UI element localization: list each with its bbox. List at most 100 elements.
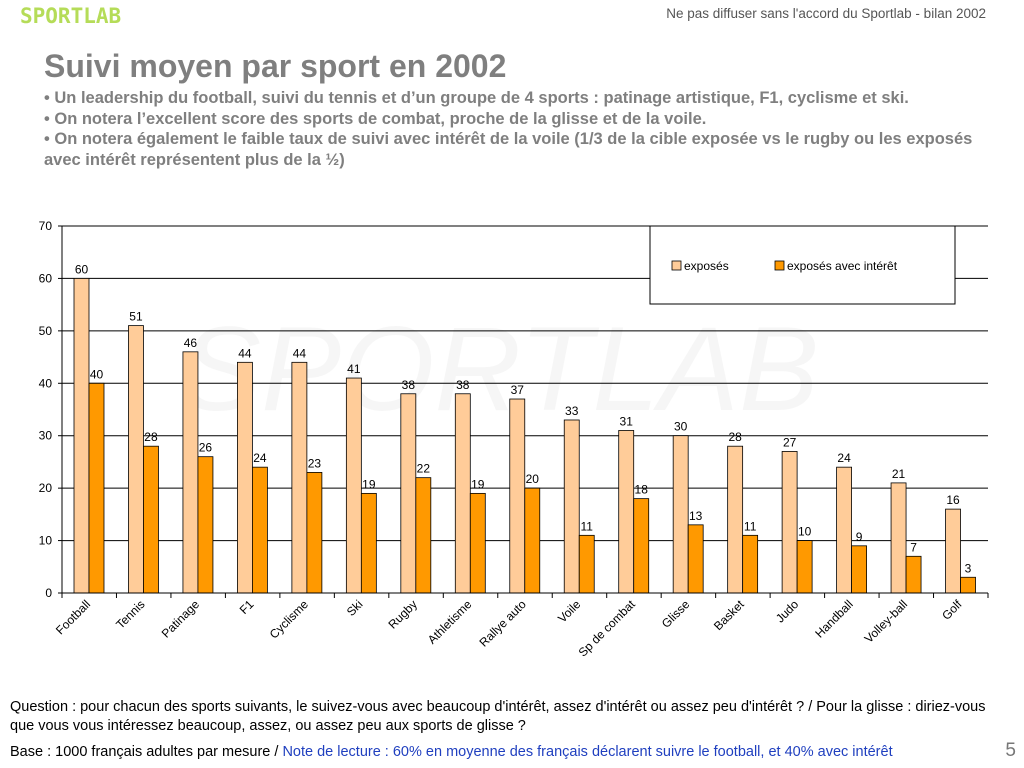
bar (345, 377, 362, 594)
bar (524, 487, 541, 594)
bullet-item: • On notera l’excellent score des sports… (44, 109, 707, 128)
data-label: 30 (674, 420, 688, 434)
data-label: 41 (347, 362, 361, 376)
data-label: 20 (526, 472, 540, 486)
data-label: 31 (620, 414, 634, 428)
x-tick-label: Ski (344, 597, 366, 619)
legend-box (649, 225, 956, 305)
sportlab-logo: SPORTLAB (20, 4, 122, 28)
bar (128, 325, 144, 594)
data-label: 11 (744, 519, 757, 533)
bar (509, 398, 526, 594)
data-label: 21 (892, 467, 906, 481)
bar (197, 456, 214, 594)
confidentiality-note: Ne pas diffuser sans l'accord du Sportla… (666, 6, 986, 21)
x-tick-label: Cyclisme (267, 597, 312, 642)
data-label: 9 (856, 530, 863, 544)
x-tick-label: Judo (773, 597, 802, 626)
data-label: 3 (965, 561, 972, 575)
bar (237, 361, 253, 594)
data-label: 11 (581, 519, 594, 533)
x-tick-label: Sp de combat (576, 597, 639, 660)
data-label: 60 (75, 262, 89, 276)
data-label: 37 (511, 383, 525, 397)
legend-label: exposés (684, 259, 729, 273)
x-tick-label: Basket (711, 597, 747, 633)
data-label: 19 (471, 477, 485, 491)
base-text: Base : 1000 français adultes par mesure … (10, 744, 893, 760)
data-label: 28 (144, 430, 158, 444)
y-tick-label: 40 (39, 376, 53, 390)
data-label: 24 (837, 451, 851, 465)
y-tick-label: 20 (39, 481, 53, 495)
x-tick-label: Handball (812, 597, 855, 640)
x-tick-label: F1 (237, 597, 257, 617)
bars (73, 278, 976, 594)
data-label: 23 (308, 456, 322, 470)
bullet-item: • Un leadership du football, suivi du te… (44, 89, 909, 107)
bar (796, 540, 813, 594)
bar (360, 492, 377, 594)
x-tick-label: Glisse (659, 597, 693, 631)
data-label: 19 (362, 477, 376, 491)
legend: exposés exposés avec intérêt (649, 225, 956, 305)
question-text: Question : pour chacun des sports suivan… (10, 699, 986, 734)
data-label: 10 (798, 525, 812, 539)
data-label: 33 (565, 404, 579, 418)
bar (960, 576, 976, 594)
y-tick-label: 50 (39, 324, 53, 338)
data-labels: 6040512846264424442341193822381937203311… (75, 262, 972, 575)
y-tick-label: 0 (45, 586, 52, 600)
x-tick-label: Voile (555, 597, 584, 626)
data-label: 13 (689, 509, 703, 523)
data-label: 27 (783, 435, 797, 449)
legend-swatch (671, 260, 682, 271)
bar (851, 545, 867, 594)
bar (454, 393, 471, 594)
bar (415, 477, 432, 594)
watermark-text: SPORTLAB (181, 302, 819, 436)
y-tick-label: 10 (39, 534, 53, 548)
x-tick-label: Golf (939, 597, 965, 623)
bar (143, 445, 159, 594)
x-tick-label: Football (53, 597, 93, 637)
data-label: 7 (910, 540, 917, 554)
bar (578, 534, 595, 594)
bar (400, 393, 417, 594)
bar (905, 555, 922, 594)
bar (836, 466, 852, 594)
legend-swatch (774, 260, 785, 271)
x-tick-label: Tennis (113, 597, 147, 631)
bar (563, 419, 580, 594)
bullet-list: • Un leadership du football, suivi du te… (44, 88, 1004, 170)
bar (88, 382, 105, 594)
bar (742, 534, 759, 594)
base-label: Base : 1000 français adultes par mesure … (10, 744, 283, 760)
bar (687, 524, 704, 594)
legend-label: exposés avec intérêt (787, 259, 898, 273)
bar (252, 466, 268, 594)
y-tick-label: 60 (39, 271, 53, 285)
data-label: 22 (417, 462, 431, 476)
x-tick-label: Rallye auto (477, 597, 530, 650)
data-label: 46 (184, 336, 198, 350)
bar (890, 482, 907, 594)
data-label: 26 (199, 441, 213, 455)
data-label: 40 (90, 367, 104, 381)
data-label: 24 (253, 451, 267, 465)
x-tick-label: Volley-ball (862, 597, 911, 646)
bar (633, 498, 650, 594)
bar (672, 435, 689, 594)
x-tick-label: Patinage (159, 597, 203, 641)
bar (618, 430, 635, 594)
data-label: 18 (635, 483, 649, 497)
bullet-item: • On notera également le faible taux de … (44, 130, 973, 169)
bar (73, 278, 90, 594)
data-label: 44 (238, 346, 252, 360)
reading-note: Note de lecture : 60% en moyenne des fra… (282, 744, 893, 760)
bar (781, 451, 798, 594)
bar (182, 351, 199, 594)
bar (291, 361, 308, 594)
page-number: 5 (1005, 740, 1016, 761)
y-tick-label: 70 (39, 219, 53, 233)
